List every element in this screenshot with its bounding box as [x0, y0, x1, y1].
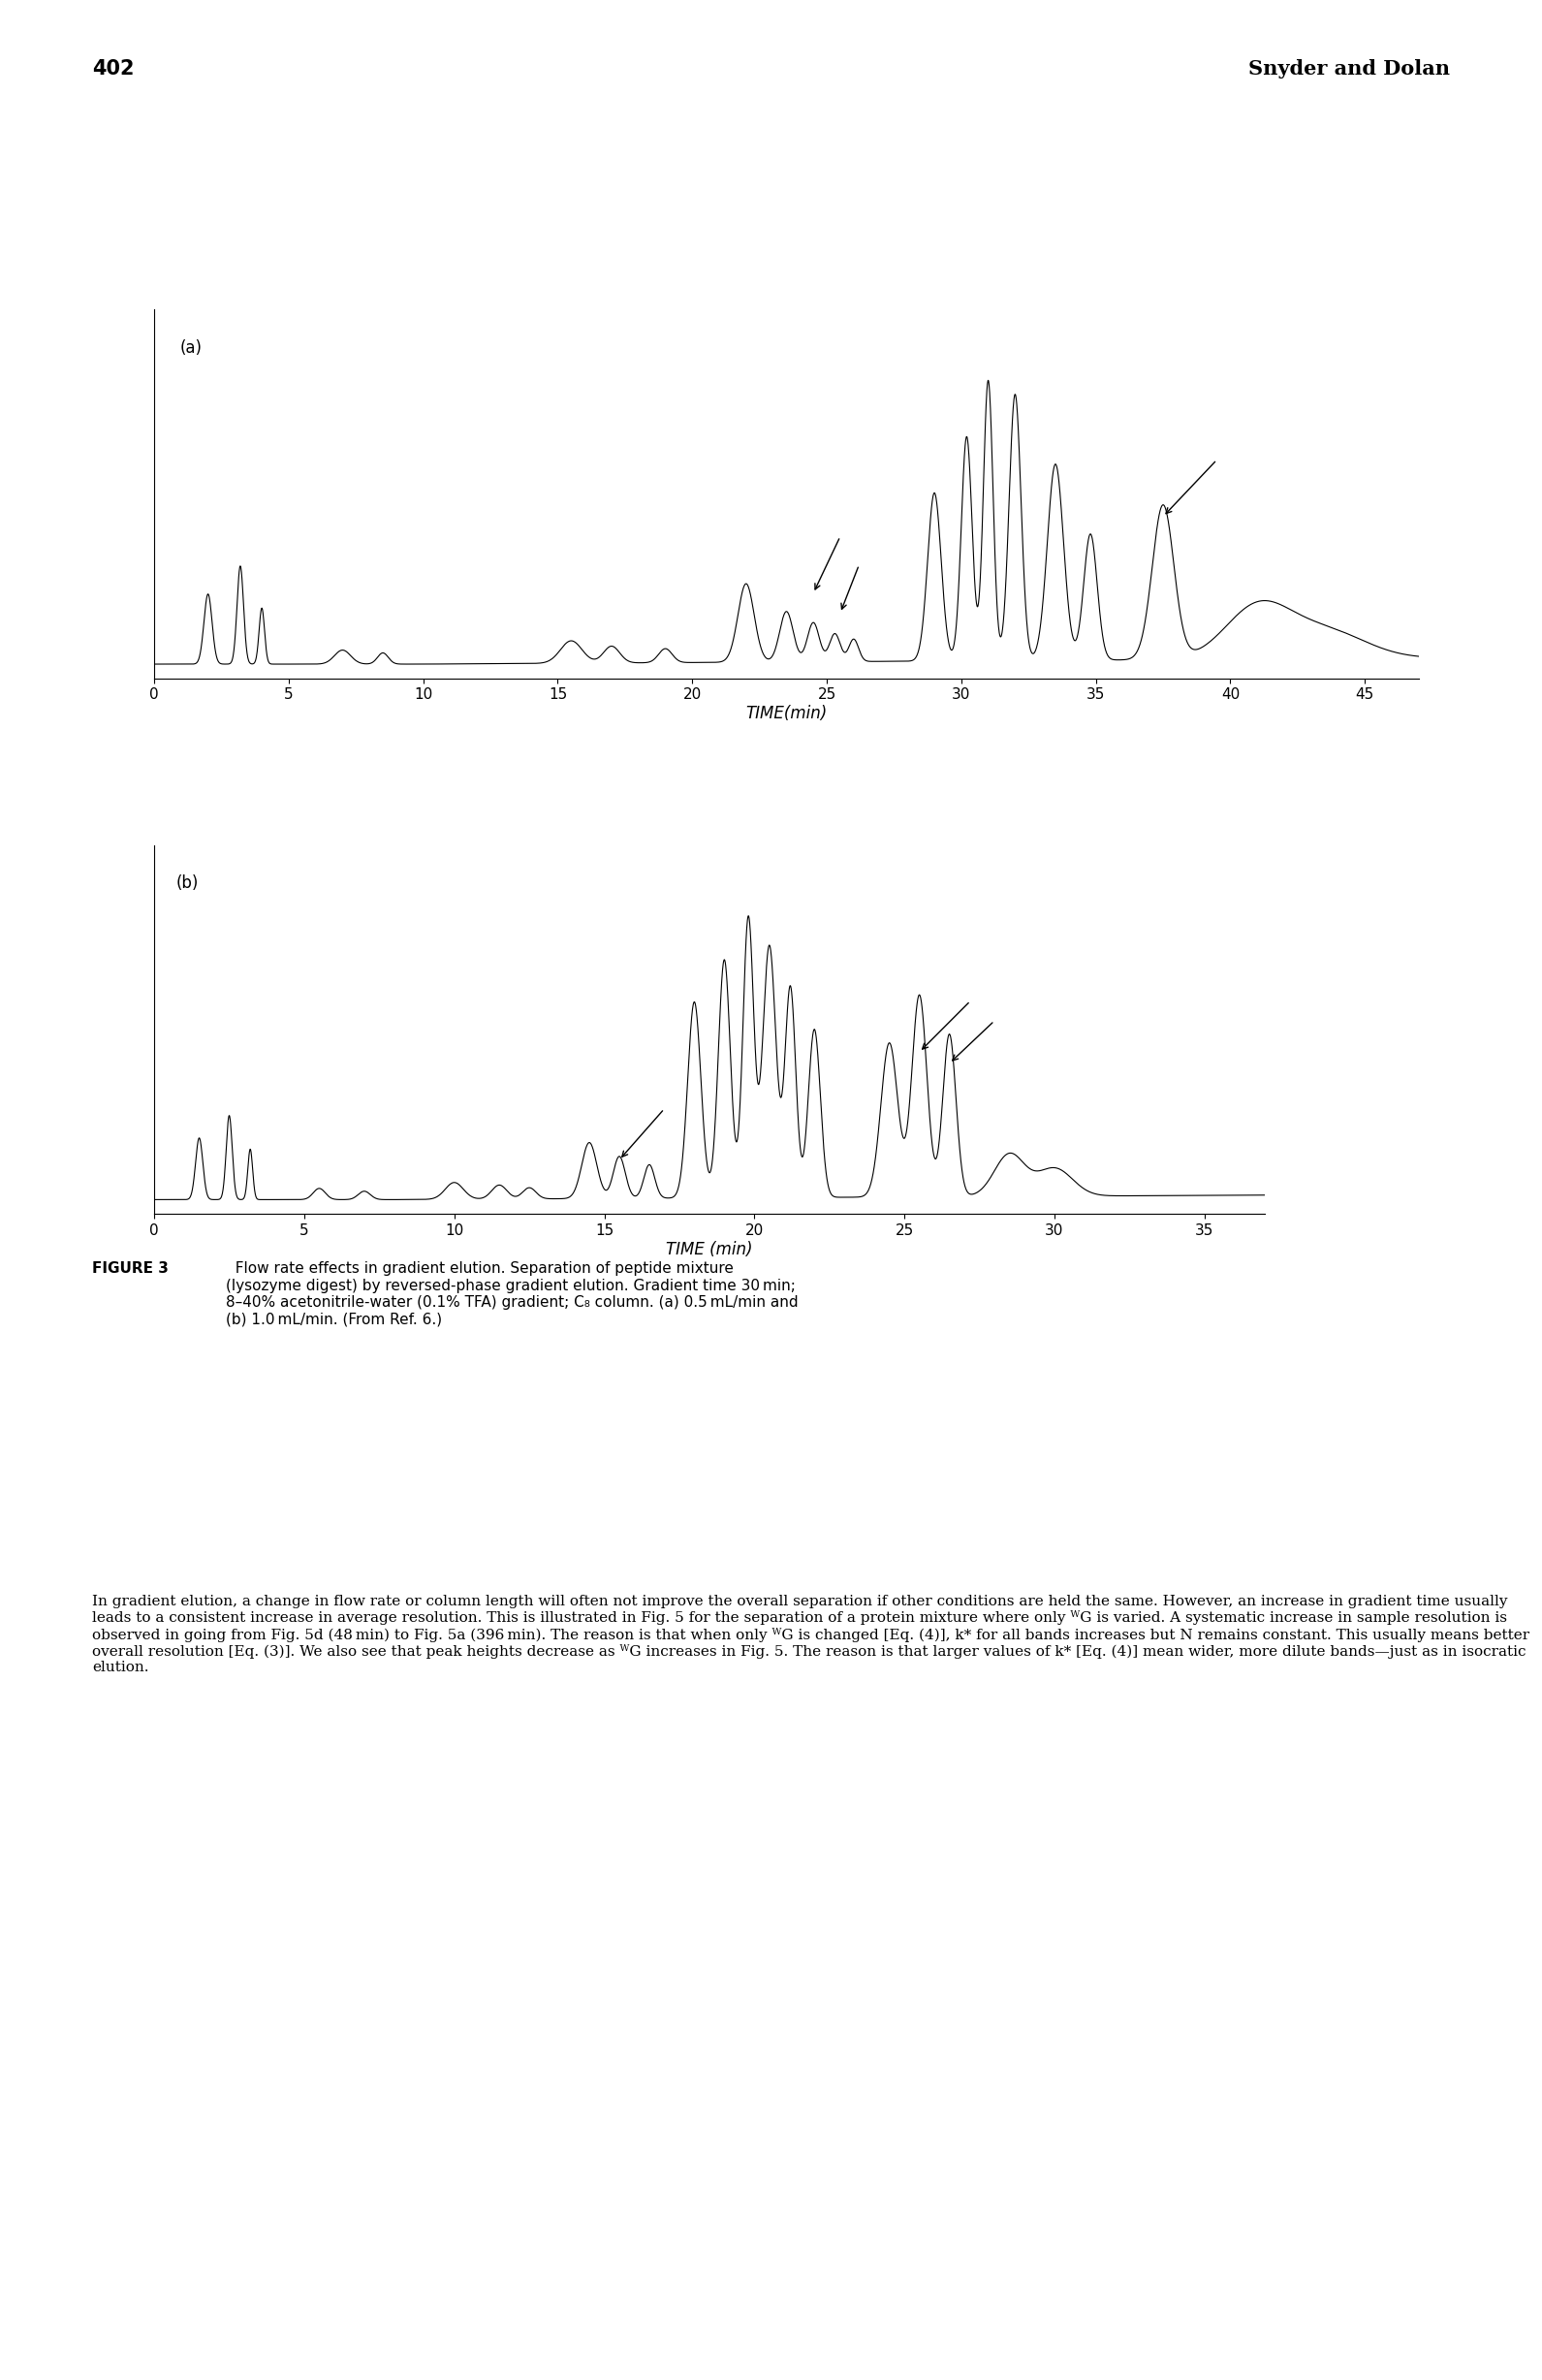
Text: FIGURE 3: FIGURE 3 [93, 1261, 170, 1276]
Text: 402: 402 [93, 60, 134, 79]
Text: In gradient elution, a change in flow rate or column length will often not impro: In gradient elution, a change in flow ra… [93, 1595, 1530, 1676]
X-axis label: TIME (min): TIME (min) [666, 1240, 752, 1259]
Text: (a): (a) [179, 338, 202, 357]
X-axis label: TIME(min): TIME(min) [746, 704, 827, 724]
Text: Flow rate effects in gradient elution. Separation of peptide mixture
(lysozyme d: Flow rate effects in gradient elution. S… [225, 1261, 797, 1326]
Text: (b): (b) [176, 873, 199, 892]
Text: Snyder and Dolan: Snyder and Dolan [1247, 60, 1449, 79]
